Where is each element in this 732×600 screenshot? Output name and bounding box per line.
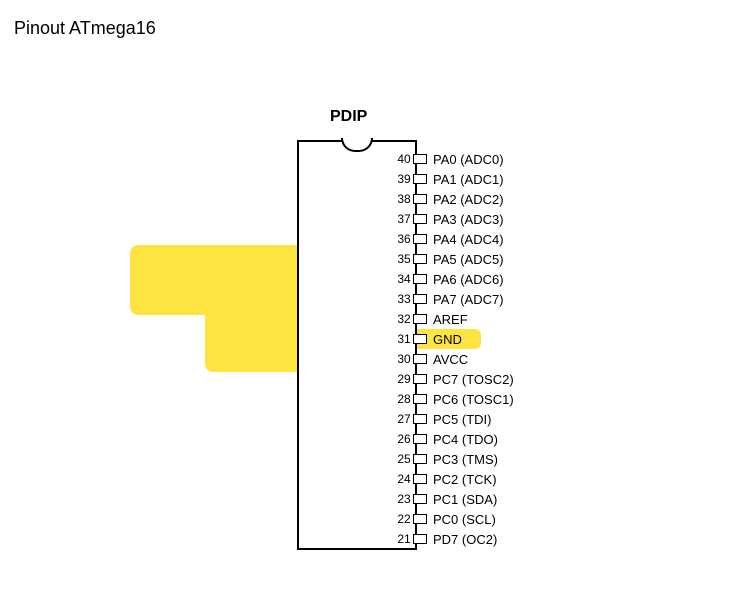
pin-label: PD7 (OC2): [433, 532, 497, 547]
pin-number: 35: [395, 252, 413, 266]
pin-number: 26: [395, 432, 413, 446]
pin-number: 30: [395, 352, 413, 366]
pin-number: 38: [395, 192, 413, 206]
pin-label: PC4 (TDO): [433, 432, 498, 447]
pin-row-right: 27 PC5 (TDI): [395, 410, 492, 428]
pin-pad: [413, 154, 427, 164]
pin-number: 31: [395, 332, 413, 346]
pin-row-right: 34 PA6 (ADC6): [395, 270, 504, 288]
pin-number: 27: [395, 412, 413, 426]
pin-label: PA0 (ADC0): [433, 152, 504, 167]
pin-pad: [413, 254, 427, 264]
pin-row-right: 30 AVCC: [395, 350, 468, 368]
pin-label: PA3 (ADC3): [433, 212, 504, 227]
pin-row-right: 35 PA5 (ADC5): [395, 250, 504, 268]
pin-number: 23: [395, 492, 413, 506]
pin-pad: [413, 494, 427, 504]
pin-label: AREF: [433, 312, 468, 327]
pin-row-right: 38 PA2 (ADC2): [395, 190, 504, 208]
pin-label: PA4 (ADC4): [433, 232, 504, 247]
pin-number: 34: [395, 272, 413, 286]
pin-pad: [413, 234, 427, 244]
pin-row-right: 36 PA4 (ADC4): [395, 230, 504, 248]
pin-pad: [413, 534, 427, 544]
pin-label: PC2 (TCK): [433, 472, 497, 487]
pin-label: PA5 (ADC5): [433, 252, 504, 267]
pin-label: PC5 (TDI): [433, 412, 492, 427]
pin-pad: [413, 334, 427, 344]
pin-pad: [413, 514, 427, 524]
pin-row-right: 40 PA0 (ADC0): [395, 150, 504, 168]
pinout-diagram: { "title": "Pinout ATmega16", "package_l…: [0, 0, 732, 600]
package-label: PDIP: [330, 108, 367, 126]
pin-row-right: 26 PC4 (TDO): [395, 430, 498, 448]
pin-pad: [413, 354, 427, 364]
pin-pad: [413, 394, 427, 404]
pin-pad: [413, 414, 427, 424]
pin-row-right: 33 PA7 (ADC7): [395, 290, 504, 308]
pin-row-right: 21 PD7 (OC2): [395, 530, 497, 548]
pin-label: PC6 (TOSC1): [433, 392, 514, 407]
pin-row-right: 22 PC0 (SCL): [395, 510, 496, 528]
page-title: Pinout ATmega16: [14, 18, 156, 39]
pin-label: PA6 (ADC6): [433, 272, 504, 287]
pin-number: 28: [395, 392, 413, 406]
pin-label: PC3 (TMS): [433, 452, 498, 467]
pin-pad: [413, 474, 427, 484]
pin-row-right: 24 PC2 (TCK): [395, 470, 497, 488]
pin-number: 32: [395, 312, 413, 326]
pin-row-right: 29 PC7 (TOSC2): [395, 370, 514, 388]
pin-pad: [413, 214, 427, 224]
pin-number: 40: [395, 152, 413, 166]
pin-number: 36: [395, 232, 413, 246]
pin-label: PA1 (ADC1): [433, 172, 504, 187]
pin-label: GND: [433, 332, 462, 347]
pin-pad: [413, 314, 427, 324]
pin-label: PC0 (SCL): [433, 512, 496, 527]
pin-number: 22: [395, 512, 413, 526]
pin-label: PA2 (ADC2): [433, 192, 504, 207]
pin-number: 21: [395, 532, 413, 546]
pin-label: AVCC: [433, 352, 468, 367]
pin-row-right: 37 PA3 (ADC3): [395, 210, 504, 228]
pin-number: 33: [395, 292, 413, 306]
highlight-region: [130, 245, 320, 315]
pin-pad: [413, 274, 427, 284]
pin-label: PC1 (SDA): [433, 492, 497, 507]
pin-row-right: 28 PC6 (TOSC1): [395, 390, 514, 408]
pin-pad: [413, 194, 427, 204]
pin-pad: [413, 374, 427, 384]
pin-row-right: 25 PC3 (TMS): [395, 450, 498, 468]
pin-row-right: 32 AREF: [395, 310, 468, 328]
pin-number: 37: [395, 212, 413, 226]
pin-pad: [413, 454, 427, 464]
pin-row-right: 31 GND: [395, 330, 462, 348]
pin-number: 25: [395, 452, 413, 466]
pin-pad: [413, 434, 427, 444]
pin-pad: [413, 174, 427, 184]
pin-label: PC7 (TOSC2): [433, 372, 514, 387]
pin-label: PA7 (ADC7): [433, 292, 504, 307]
pin-number: 24: [395, 472, 413, 486]
pin-row-right: 39 PA1 (ADC1): [395, 170, 504, 188]
pin-number: 39: [395, 172, 413, 186]
pin-row-right: 23 PC1 (SDA): [395, 490, 497, 508]
pin-number: 29: [395, 372, 413, 386]
pin-pad: [413, 294, 427, 304]
